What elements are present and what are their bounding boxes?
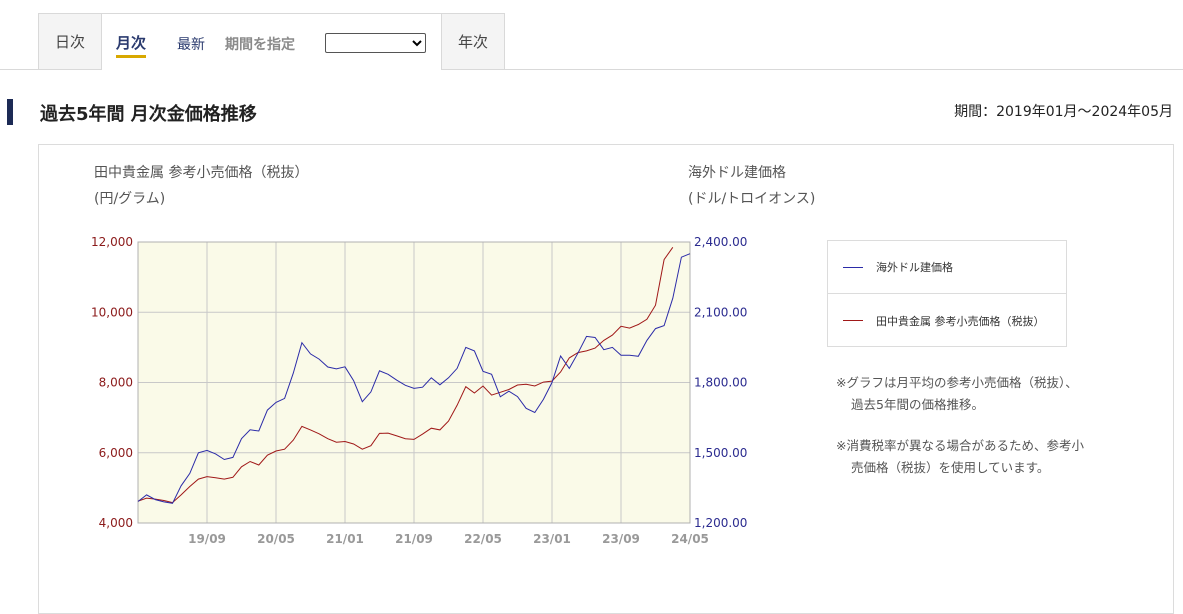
right-axis-tick-label: 1,200.00 xyxy=(694,516,747,530)
chart-note-1-line-1: ※グラフは月平均の参考小売価格（税抜）、 xyxy=(836,375,1078,390)
tab-yearly[interactable]: 年次 xyxy=(441,13,505,70)
right-axis-tick-label: 1,500.00 xyxy=(694,446,747,460)
right-axis-unit: (ドル/トロイオンス) xyxy=(688,191,816,207)
latest-link[interactable]: 最新 xyxy=(177,37,205,53)
right-axis-title-text: 海外ドル建価格 xyxy=(688,165,786,181)
period-tabbar: 日次 月次 最新 期間を指定 年次 xyxy=(0,0,1183,71)
x-axis-tick-label: 21/09 xyxy=(395,532,433,546)
left-axis-tick-label: 6,000 xyxy=(99,446,133,460)
legend-label-jpy: 田中貴金属 参考小売価格（税抜） xyxy=(876,314,1045,328)
page-title: 過去5年間 月次金価格推移 xyxy=(40,104,257,125)
heading-accent-bar xyxy=(7,99,13,125)
period-range-text: 期間：2019年01月～2024年05月 xyxy=(954,104,1173,120)
tab-monthly-panel: 月次 最新 期間を指定 xyxy=(102,13,441,71)
left-axis-title: 田中貴金属 参考小売価格（税抜） (円/グラム) xyxy=(94,160,308,212)
left-axis-tick-label: 10,000 xyxy=(91,305,133,319)
chart-note-2: ※消費税率が異なる場合があるため、参考小 売価格（税抜）を使用しています。 xyxy=(836,435,1136,479)
x-axis-tick-label: 19/09 xyxy=(188,532,226,546)
left-axis-tick-label: 8,000 xyxy=(99,376,133,390)
x-axis-tick-label: 21/01 xyxy=(326,532,364,546)
series-line-usd xyxy=(137,253,691,504)
x-axis-tick-label: 24/05 xyxy=(671,532,709,546)
x-axis-tick-label: 22/05 xyxy=(464,532,502,546)
period-specify-label: 期間を指定 xyxy=(225,37,295,53)
legend-swatch-usd xyxy=(843,266,863,268)
legend-swatch-jpy xyxy=(843,320,863,321)
legend-item-usd: 海外ドル建価格 xyxy=(828,241,1066,294)
chart-note-1: ※グラフは月平均の参考小売価格（税抜）、 過去5年間の価格推移。 xyxy=(836,372,1136,416)
left-axis-unit: (円/グラム) xyxy=(94,191,166,207)
right-axis-title: 海外ドル建価格 (ドル/トロイオンス) xyxy=(688,160,815,212)
legend-item-jpy: 田中貴金属 参考小売価格（税抜） xyxy=(828,294,1066,347)
gold-price-chart: 4,000 6,000 8,000 10,000 12,000 1,200.00 1,500… xyxy=(91,235,747,546)
right-axis-tick-label: 2,400.00 xyxy=(694,235,747,249)
left-axis-title-text: 田中貴金属 参考小売価格（税抜） xyxy=(94,165,309,181)
chart-note-1-line-2: 過去5年間の価格推移。 xyxy=(851,397,984,412)
x-axis-tick-label: 20/05 xyxy=(257,532,295,546)
chart-note-2-line-2: 売価格（税抜）を使用しています。 xyxy=(851,460,1050,475)
tab-daily[interactable]: 日次 xyxy=(38,13,102,70)
legend-label-usd: 海外ドル建価格 xyxy=(876,261,953,274)
chart-legend: 海外ドル建価格 田中貴金属 参考小売価格（税抜） xyxy=(827,240,1067,347)
tab-monthly[interactable]: 月次 xyxy=(116,32,147,58)
x-axis-tick-label: 23/09 xyxy=(602,532,640,546)
plot-frame xyxy=(137,241,691,524)
left-axis-tick-label: 12,000 xyxy=(91,235,133,249)
left-axis-tick-label: 4,000 xyxy=(99,516,133,530)
period-select[interactable] xyxy=(325,33,426,53)
right-axis-tick-label: 2,100.00 xyxy=(694,305,747,319)
x-axis-tick-label: 23/01 xyxy=(533,532,571,546)
chart-note-2-line-1: ※消費税率が異なる場合があるため、参考小 xyxy=(836,438,1084,453)
series-line-jpy xyxy=(137,247,674,504)
right-axis-tick-label: 1,800.00 xyxy=(694,376,747,390)
